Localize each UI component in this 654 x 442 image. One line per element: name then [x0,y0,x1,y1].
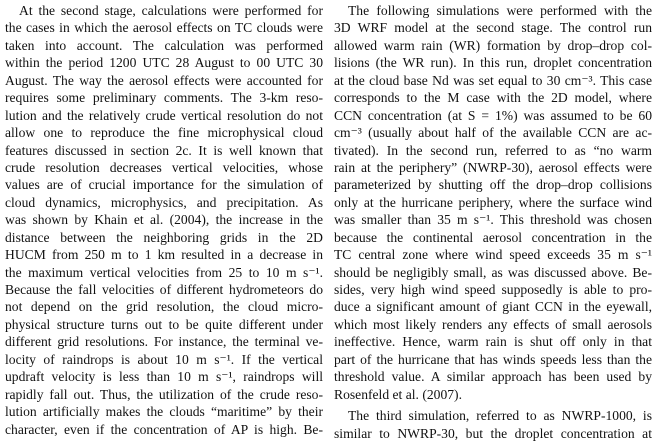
text-line: at the cloud base Nd was set equal to 30… [334,72,652,88]
text-line: HUCM from 250 m to 1 km resulted in a de… [5,247,323,263]
text-line: within the period 1200 UTC 28 August to … [5,55,323,71]
text-line: cloud dynamics, microphysics, and precip… [5,194,323,210]
text-line: lution and the relatively crude vertical… [5,107,323,123]
text-line: tivated). In the second run, referred to… [334,142,652,158]
paper-page: At the second stage, calculations were p… [5,3,652,441]
text-line: threshold value. A similar approach has … [334,369,652,385]
text-line: allow one to reproduce the fine microphy… [5,125,323,141]
text-line: At the second stage, calculations were p… [19,3,323,18]
text-line: 3D WRF model at the second stage. The co… [334,20,652,36]
left-column: At the second stage, calculations were p… [5,2,323,438]
text-line: locity of raindrops is about 10 m s⁻¹. I… [5,351,323,367]
text-line: TC central zone where wind speed exceeds… [334,247,652,263]
text-line: because the continental aerosol concentr… [334,229,652,245]
text-line: physical structure turns out to be quite… [5,316,323,332]
text-line: requires some preliminary comments. The … [5,90,323,106]
text-line: which most likely renders any effects of… [334,316,652,332]
text-line: rapidly fall out. Thus, the utilization … [5,386,323,402]
text-line: updraft velocity is less than 10 m s⁻¹, … [5,369,323,385]
text-line: lisions (the WR run). In this run, dropl… [334,55,652,71]
text-line: Because the fall velocities of different… [5,282,323,297]
text-line: Rosenfeld et al. (2007). [334,386,462,402]
text-line: features discussed in section 2c. It is … [5,142,323,158]
text-line: part of the hurricane that has winds spe… [334,351,652,367]
text-line: The third simulation, referred to as NWR… [348,408,652,424]
right-column: The following simulations were performed… [334,2,652,442]
text-line: different grid resolutions. For instance… [5,334,323,350]
text-line: was shown by Khain et al. (2004), the in… [5,212,323,228]
text-line: the cases in which the aerosol effects o… [5,20,323,36]
text-line: corresponds to the M case with the 2D mo… [334,90,652,106]
text-line: allowed warm rain (WR) formation by drop… [334,37,652,53]
text-line: the maximum vertical velocities from 25 … [5,264,323,280]
text-line: should be negligibly small, as was discu… [334,264,652,280]
text-line: parameterized by shutting off the drop–d… [334,177,652,193]
text-line: character, even if the concentration of … [5,421,323,437]
text-line: sides, very high wind speed supposedly i… [334,282,652,297]
text-line: not depend on the grid resolution, the c… [5,299,323,315]
text-line: was smaller than 35 m s⁻¹. This threshol… [334,212,652,228]
text-line: distance between the neighboring grids i… [5,229,323,245]
text-line: only at the hurricane periphery, where t… [334,194,652,210]
text-line: ineffective. Hence, warm rain is shut of… [334,334,652,350]
text-line: crude resolution decreases vertical velo… [5,159,323,175]
text-line: values are of crucial importance for the… [5,177,323,193]
text-line: rain at the periphery” (NWRP-30), aeroso… [334,159,652,175]
text-line: CCN concentration (at S = 1%) was assume… [334,107,652,123]
text-line: August. The way the aerosol effects were… [5,72,323,88]
text-line: taken into account. The calculation was … [5,37,323,53]
text-line: similar to NWRP-30, but the droplet conc… [334,425,652,441]
text-line: cm⁻³ (usually about half of the availabl… [334,125,652,141]
text-line: duce a significant amount of giant CCN i… [334,299,652,315]
text-line: lution artificially makes the clouds “ma… [5,404,323,420]
text-line: The following simulations were performed… [348,3,652,18]
